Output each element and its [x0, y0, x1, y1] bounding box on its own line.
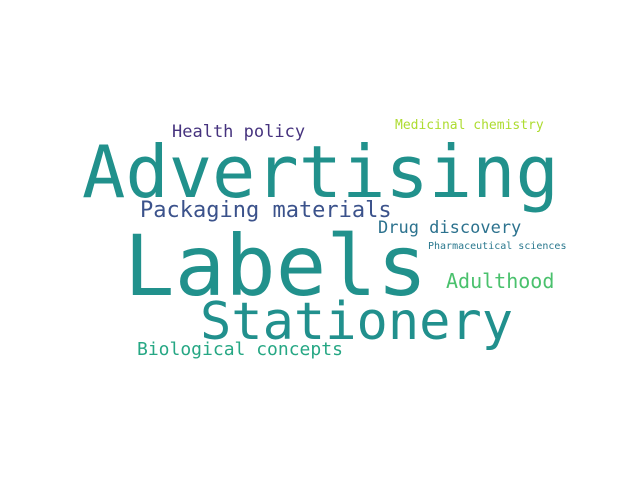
word-stationery: Stationery — [200, 292, 514, 352]
word-medicinal-chemistry: Medicinal chemistry — [395, 118, 544, 133]
word-advertising: Advertising — [82, 130, 559, 214]
word-drug-discovery: Drug discovery — [378, 218, 522, 238]
word-adulthood: Adulthood — [446, 269, 555, 293]
word-health-policy: Health policy — [172, 122, 306, 142]
word-pharmaceutical-sciences: Pharmaceutical sciences — [428, 241, 567, 252]
word-packaging-materials: Packaging materials — [140, 198, 392, 223]
word-biological-concepts: Biological concepts — [137, 339, 343, 360]
word-labels: Labels — [124, 217, 428, 315]
